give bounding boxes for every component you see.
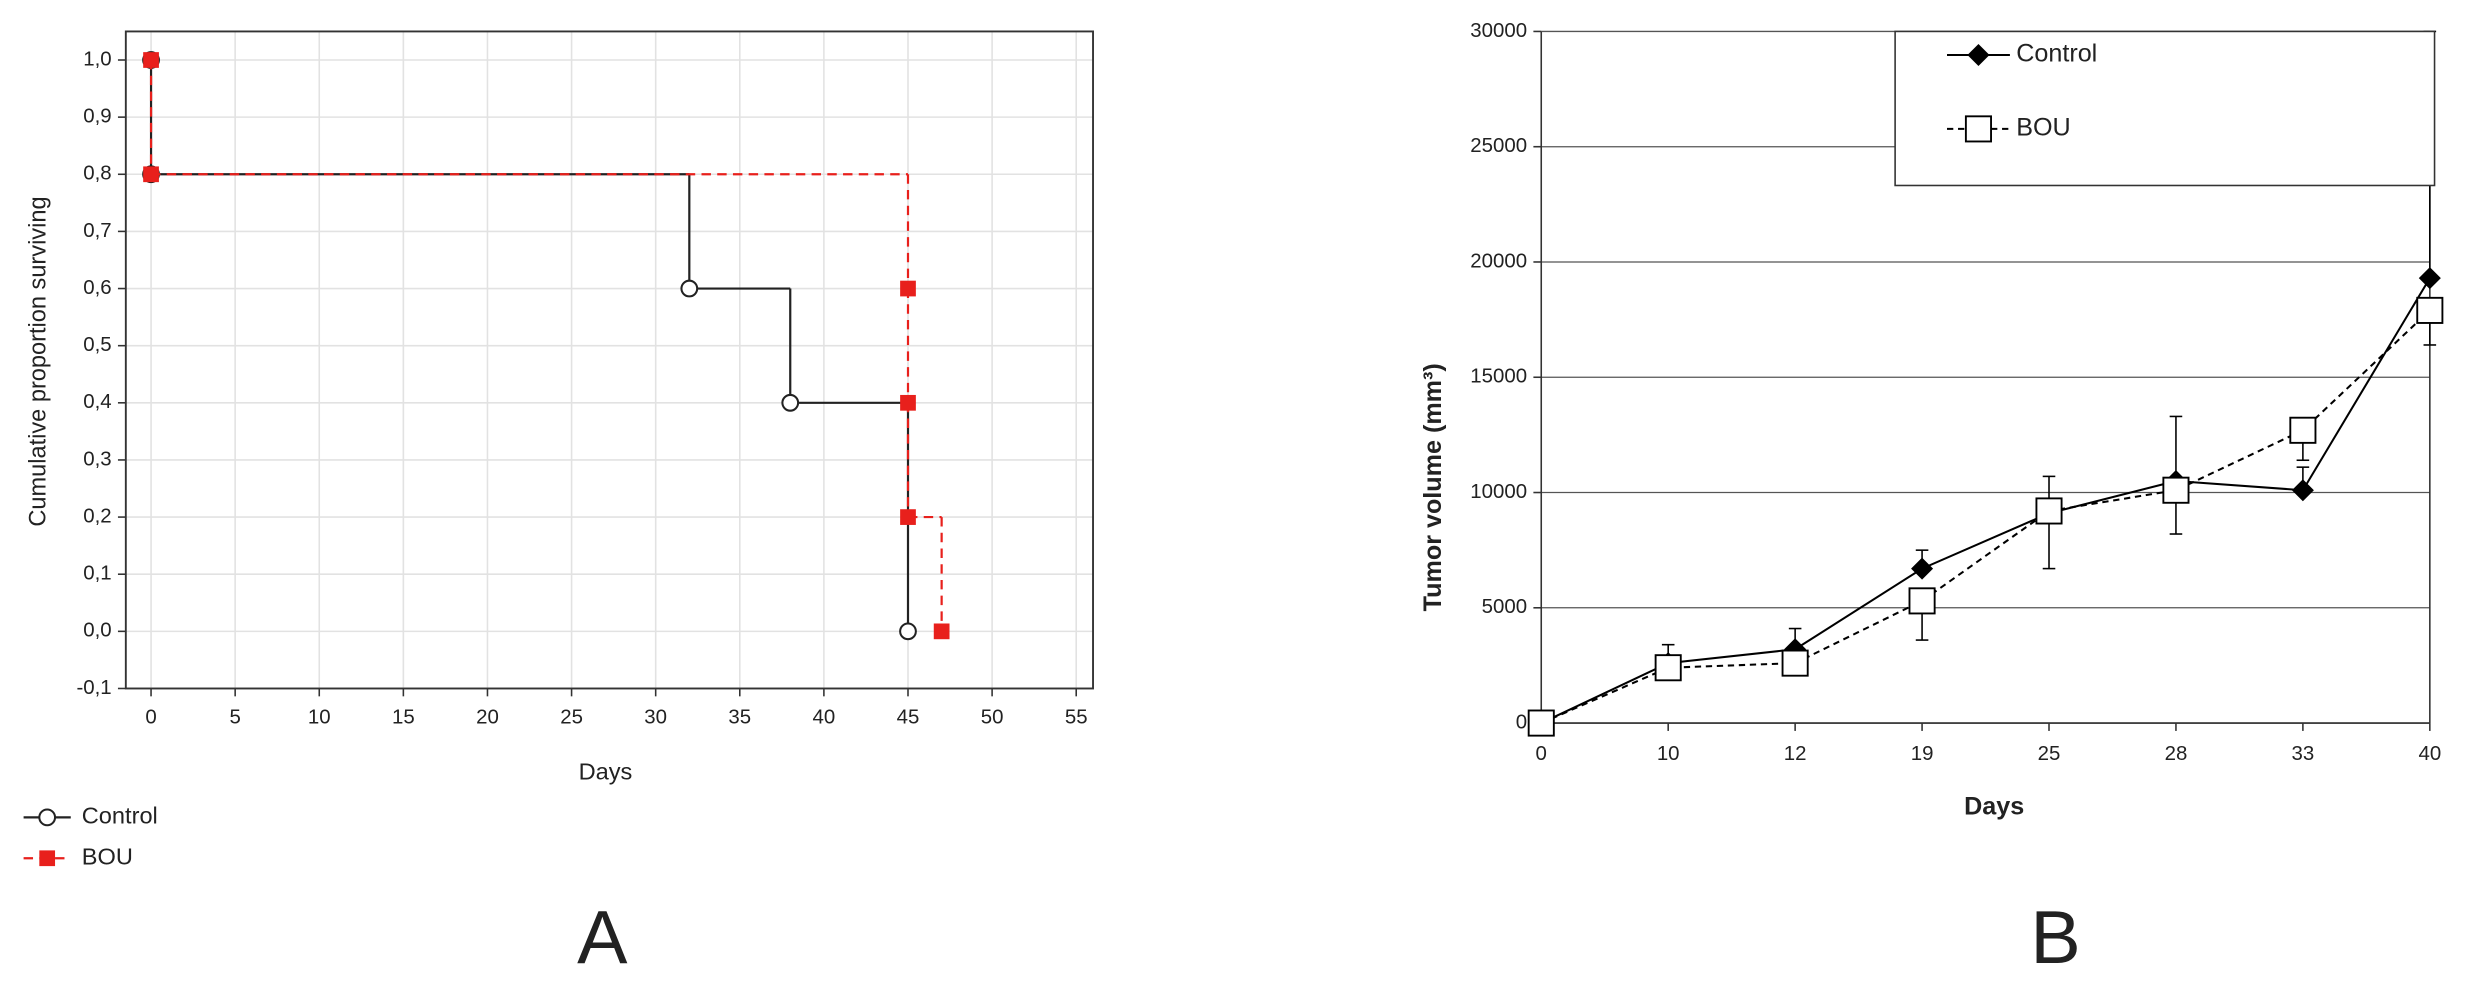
marker [2035,497,2063,525]
x-tick-label: 0 [1536,743,1547,765]
marker [143,166,159,183]
x-axis-label: Days [579,759,633,785]
y-tick-label: 0 [1516,711,1527,733]
x-tick-label: 33 [2292,743,2315,765]
marker [1908,587,1936,615]
x-tick-label: 19 [1911,743,1934,765]
marker [899,622,917,641]
y-tick-label: 10000 [1470,481,1527,503]
plot-frame [124,30,1094,690]
x-tick-label: 25 [2038,743,2061,765]
x-tick-label: 28 [2165,743,2188,765]
x-tick-label: 40 [813,707,836,729]
marker [2162,476,2190,504]
marker [680,279,699,298]
x-tick-label: 50 [981,707,1004,729]
y-axis-label: Tumor volume (mm³) [1419,363,1447,611]
x-tick-label: 40 [2418,743,2441,765]
marker [900,394,916,411]
marker [900,280,916,297]
y-tick-label: 30000 [1470,20,1527,42]
y-tick-label: 0,6 [83,277,111,299]
series-line [1540,309,2431,725]
marker [2416,296,2444,324]
y-tick-label: 25000 [1470,135,1527,157]
legend-label: BOU [82,843,133,869]
legend-label: Control [82,803,158,829]
y-tick-label: 0,4 [83,391,111,413]
marker [143,52,159,68]
marker [933,623,950,640]
y-axis-label: Cumulative proportion surviving [25,196,51,526]
panel-label: B [2030,895,2080,979]
marker [781,393,800,412]
y-tick-label: 0,3 [83,448,111,470]
x-tick-label: 35 [728,707,751,729]
marker [38,808,57,827]
y-tick-label: 0,9 [83,106,111,128]
marker [1527,709,1555,737]
marker [2291,479,2314,502]
x-axis-label: Days [1964,793,2024,821]
marker [1967,44,1990,67]
marker [1654,654,1682,682]
y-tick-label: 0,8 [83,163,111,185]
x-tick-label: 20 [476,707,499,729]
x-tick-label: 55 [1065,707,1088,729]
x-tick-label: 5 [229,707,240,729]
y-tick-label: 0,7 [83,220,111,242]
x-tick-label: 15 [392,707,415,729]
marker [900,509,916,525]
y-tick-label: 5000 [1482,596,1527,618]
y-tick-label: 15000 [1470,366,1527,388]
marker [2418,267,2441,290]
series-line [1540,277,2431,724]
x-tick-label: 25 [560,707,583,729]
legend-label: Control [2016,40,2097,68]
marker [1964,115,1992,143]
y-tick-label: 1,0 [83,48,111,70]
y-tick-label: 0,0 [83,620,111,642]
y-tick-label: -0,1 [76,677,111,699]
x-tick-label: 12 [1784,743,1807,765]
panel-label: A [577,895,628,979]
x-tick-label: 30 [644,707,667,729]
x-tick-label: 0 [145,707,156,729]
x-tick-label: 10 [308,707,331,729]
y-tick-label: 20000 [1470,250,1527,272]
legend-label: BOU [2016,114,2070,142]
y-tick-label: 0,5 [83,334,111,356]
marker [39,850,56,867]
y-tick-label: 0,2 [83,505,111,527]
marker [2289,416,2317,444]
marker [1911,557,1934,580]
x-tick-label: 45 [897,707,920,729]
marker [1781,649,1809,677]
y-tick-label: 0,1 [83,563,111,585]
x-tick-label: 10 [1657,743,1680,765]
